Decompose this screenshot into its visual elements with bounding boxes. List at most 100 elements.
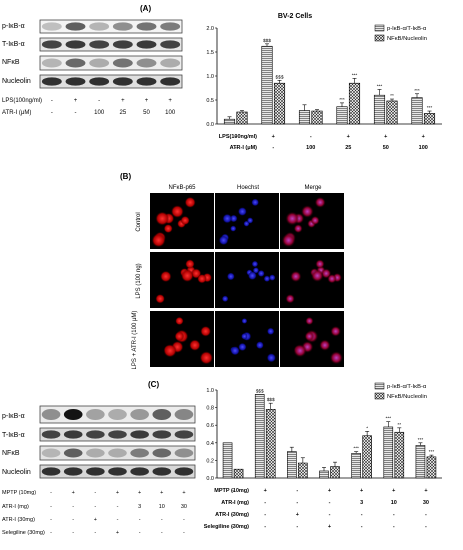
chart-a-y-tick-label: 1.0 [206,74,214,80]
chart-c-row-cell: - [361,512,363,518]
chart-c-row-label: ATR-I (30mg) [215,512,249,518]
chart-a-title: BV-2 Cells [278,13,312,20]
blot-condition-cell: + [168,98,172,104]
chart-c-row-cell: - [232,524,234,530]
chart-c-row-cell: - [264,512,266,518]
blot-band [63,467,83,476]
cell [301,205,314,218]
chart-a-bar-s0 [223,118,236,125]
blot-c-label-1: T-IκB-α [2,432,25,439]
blot-band [112,40,133,49]
cell [241,332,248,340]
chart-c-row-cell: 3 [360,500,363,506]
chart-a-row-cell: + [422,134,425,140]
blot-band [89,22,110,31]
panel-c-blot: p-IκB-α T-IκB-α NFκB Nucleolin MPTP (10m… [2,405,196,536]
cell [237,207,247,216]
chart-c-row-cell: - [329,512,331,518]
blot-condition-cell: + [94,517,97,523]
chart-c-bar-s0 [351,453,361,479]
cell [255,341,264,350]
chart-a-row-cell: - [235,145,237,151]
cell [175,316,184,326]
chart-c-row-cell: - [232,488,234,494]
cell [241,318,248,324]
cell [180,215,190,225]
cell [251,198,260,207]
blot-condition-cell: 100 [94,110,105,116]
cell [319,339,331,351]
cell [305,316,314,326]
chart-c-bar-s0 [254,394,265,479]
chart-a-y-tick-label: 2.0 [206,26,214,32]
chart-a-row-cell: - [310,134,312,140]
chart-c-y-tick-label: 0.0 [206,476,214,482]
blot-band [152,430,172,439]
cell [185,259,195,269]
chart-a-legend-label: NFκB/Nucleolin [387,36,427,42]
cell [160,270,172,283]
chart-a-legend-swatch [374,34,385,42]
chart-a-legend-swatch [374,24,385,32]
blot-band [86,467,105,476]
chart-c-bar-s0 [319,470,329,479]
panel-b-row-2-text: LPS + ATR-I (100 μM) [132,311,138,370]
chart-c-legend-label: p-IκB-α/T-IκB-α [387,384,427,390]
cell [310,215,320,225]
blot-band [174,467,194,476]
cell [327,274,337,284]
blot-condition-cell: - [51,110,53,116]
cell [199,351,213,365]
cell [229,214,238,223]
chart-c-bar-s1 [426,456,437,479]
chart-c-sig-label: $$$ [256,388,264,394]
chart-c-row-cell: - [264,500,266,506]
chart-c-row-cell: - [425,524,427,530]
chart-a-row-cell: 25 [345,145,351,151]
blot-band [65,40,86,49]
chart-a: BV-2 Cells 0.0 0.5 1.0 1.5 2.0 $$$ *** *** *** $$… [206,13,442,151]
cell [155,294,165,304]
chart-a-bar-s0 [298,110,311,125]
panel-b-row-1: LPS (100 ng) [136,263,142,298]
blot-condition-cell: 10 [159,504,165,510]
chart-c-row-cell: - [232,512,234,518]
chart-a-row-label: LPS(100ng/ml) [219,134,257,140]
blot-band [63,409,83,420]
blot-condition-cell: + [182,490,185,496]
cell [293,224,303,234]
chart-c-bar-s1 [394,431,405,479]
blot-a-label-0: p-IκB-α [2,23,25,30]
blot-band [65,77,86,86]
chart-c-row-cell: - [425,512,427,518]
chart-a-bar-s1 [236,111,248,125]
blot-condition-cell: - [183,517,185,523]
chart-c-row-cell: + [392,488,395,494]
chart-c-legend-swatch [374,392,385,400]
panel-b-col-0: NFκB-p65 [168,185,196,191]
chart-c-row-cell: + [264,488,267,494]
chart-c-row-label: Selegiline (30mg) [204,524,249,530]
chart-a-bar-s0 [411,97,423,125]
blot-condition-cell: - [94,504,96,510]
chart-c-row-label: MPTP (10mg) [214,488,249,494]
chart-c-bar-s0 [415,445,426,479]
chart-a-bar-s0 [373,94,386,125]
chart-a-bar-s1 [311,110,323,125]
chart-c-row-cell: - [264,524,266,530]
chart-a-y-tick-label: 0.5 [206,98,214,104]
cell [184,196,196,208]
chart-c-bar-s1 [330,466,340,479]
chart-c-legend-label: NFκB/Nucleolin [387,394,427,400]
chart-c-bar-s1 [265,409,276,479]
blot-band [174,448,194,458]
blot-band [63,448,83,458]
blot-band [41,40,62,49]
panel-b-col-2: Merge [304,185,322,191]
blot-band [89,77,110,86]
blot-band [160,77,181,86]
cell [155,211,170,226]
panel-b-micrographs: NFκB-p65 Hoechst Merge Control LPS (100 … [132,185,344,370]
chart-c-sig-label: *** [385,416,391,422]
chart-c-bar-s1 [362,435,372,479]
